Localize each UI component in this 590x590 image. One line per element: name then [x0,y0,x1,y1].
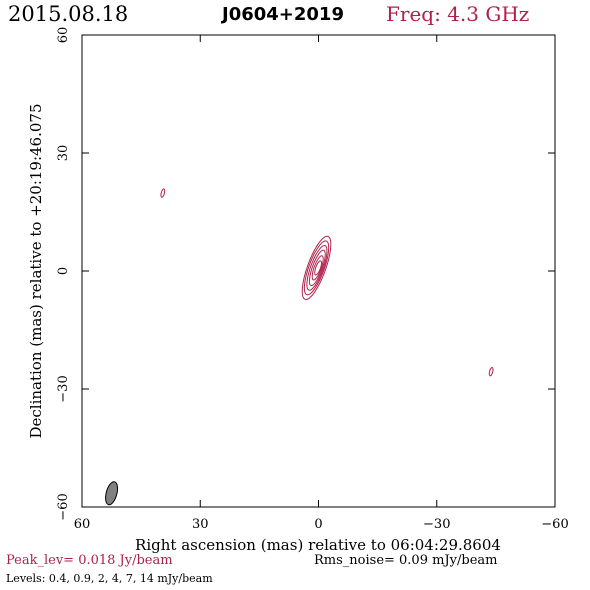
restoring-beam [105,481,119,506]
frequency-label: Freq: 4.3 GHz [386,2,530,26]
contour-core-level-2 [303,240,330,296]
contour-levels: Levels: 0.4, 0.9, 2, 4, 7, 14 mJy/beam [6,572,213,585]
contour-marks [105,188,494,506]
contour-core-level-5 [311,255,324,281]
contour-core-level-4 [308,249,326,287]
contour-core-level-6 [314,260,322,276]
y-axis-label: Declination (mas) relative to +20:19:46.… [27,103,45,438]
x-tick-label: −30 [423,517,450,532]
source-name: J0604+2019 [222,4,344,25]
y-tick-label: 30 [56,145,71,162]
observation-date: 2015.08.18 [8,2,129,26]
y-tick-label: 0 [56,267,71,275]
contour-core-level-3 [306,245,328,291]
x-axis-label: Right ascension (mas) relative to 06:04:… [135,536,501,554]
plot-frame [81,34,556,508]
contour-core-level-1 [301,235,332,300]
x-tick-label: 30 [192,517,209,532]
y-tick-label: 60 [56,27,71,44]
y-tick-label: −30 [56,375,71,402]
contour-blob-lower-right [488,366,494,377]
x-tick-label: 60 [74,517,91,532]
peak-level: Peak_lev= 0.018 Jy/beam [6,553,173,568]
x-tick-label: 0 [314,517,322,532]
x-tick-label: −60 [541,517,568,532]
rms-noise: Rms_noise= 0.09 mJy/beam [314,553,498,568]
contour-blob-upper-left [160,188,166,198]
y-tick-label: −60 [56,493,71,520]
